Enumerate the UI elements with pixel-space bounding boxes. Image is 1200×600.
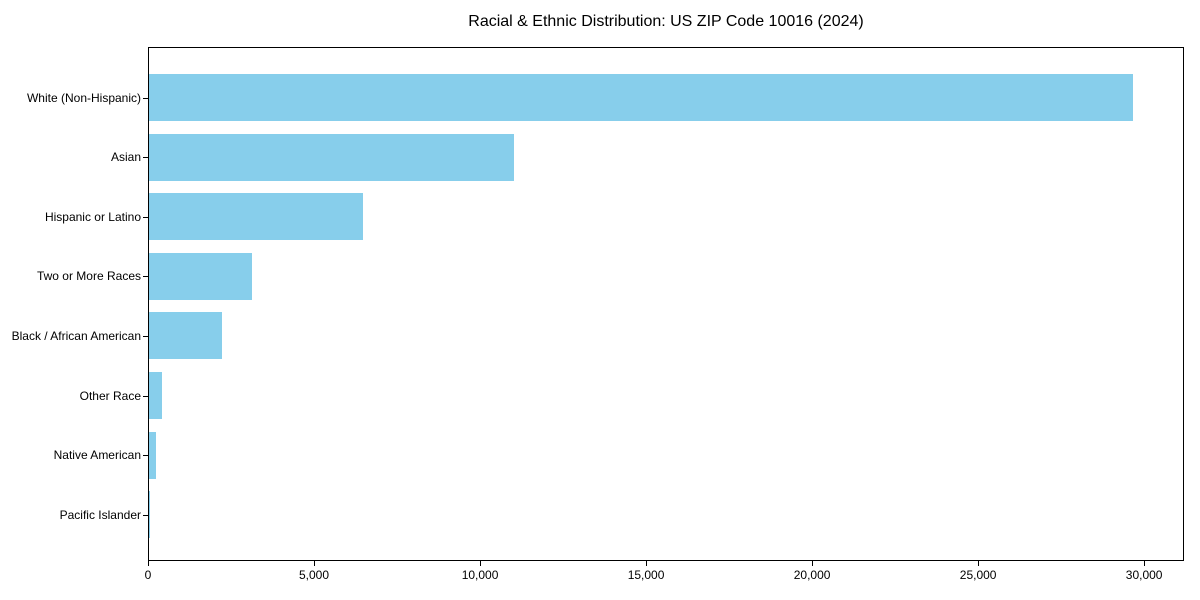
bar-native-american [149, 431, 157, 479]
x-tick-mark [148, 561, 149, 566]
y-tick-mark [143, 515, 148, 516]
x-tick-label-10000: 10,000 [461, 568, 499, 582]
bar-pacific-islander [149, 491, 150, 539]
y-tick-label-asian: Asian [110, 150, 141, 165]
y-tick-label-hispanic-or-latino: Hispanic or Latino [44, 209, 141, 224]
y-tick-mark [143, 276, 148, 277]
y-tick-label-other-race: Other Race [79, 388, 141, 403]
y-tick-label-black-african-american: Black / African American [11, 328, 141, 343]
x-tick-mark [978, 561, 980, 566]
x-tick-label-0: 0 [144, 568, 152, 582]
chart-title: Racial & Ethnic Distribution: US ZIP Cod… [468, 13, 864, 30]
y-tick-label-native-american: Native American [53, 448, 141, 463]
y-tick-label-two-or-more-races: Two or More Races [36, 269, 141, 284]
x-tick-mark [646, 561, 648, 566]
x-tick-mark [812, 561, 814, 566]
y-tick-label-pacific-islander: Pacific Islander [59, 507, 141, 522]
plot-area-frame [148, 47, 1184, 561]
y-tick-mark [143, 98, 148, 99]
y-tick-mark [143, 217, 148, 218]
x-tick-mark [1144, 561, 1146, 566]
y-tick-mark [143, 157, 148, 158]
x-tick-label-30000: 30,000 [1125, 568, 1163, 582]
y-tick-mark [143, 336, 148, 337]
bar-two-or-more-races [149, 252, 252, 300]
bar-black-african-american [149, 312, 222, 360]
x-tick-mark [480, 561, 482, 566]
x-tick-label-15000: 15,000 [627, 568, 665, 582]
x-tick-label-20000: 20,000 [793, 568, 831, 582]
bar-white-non-hispanic [149, 74, 1134, 121]
x-tick-label-5000: 5,000 [299, 568, 330, 582]
bar-other-race [149, 372, 162, 419]
y-tick-mark [143, 455, 148, 456]
x-tick-label-25000: 25,000 [959, 568, 997, 582]
y-tick-label-white-non-hispanic: White (Non-Hispanic) [26, 90, 141, 105]
bar-hispanic-or-latino [149, 193, 363, 241]
y-tick-mark [143, 396, 148, 397]
x-tick-mark [314, 561, 316, 566]
bar-asian [149, 133, 514, 181]
